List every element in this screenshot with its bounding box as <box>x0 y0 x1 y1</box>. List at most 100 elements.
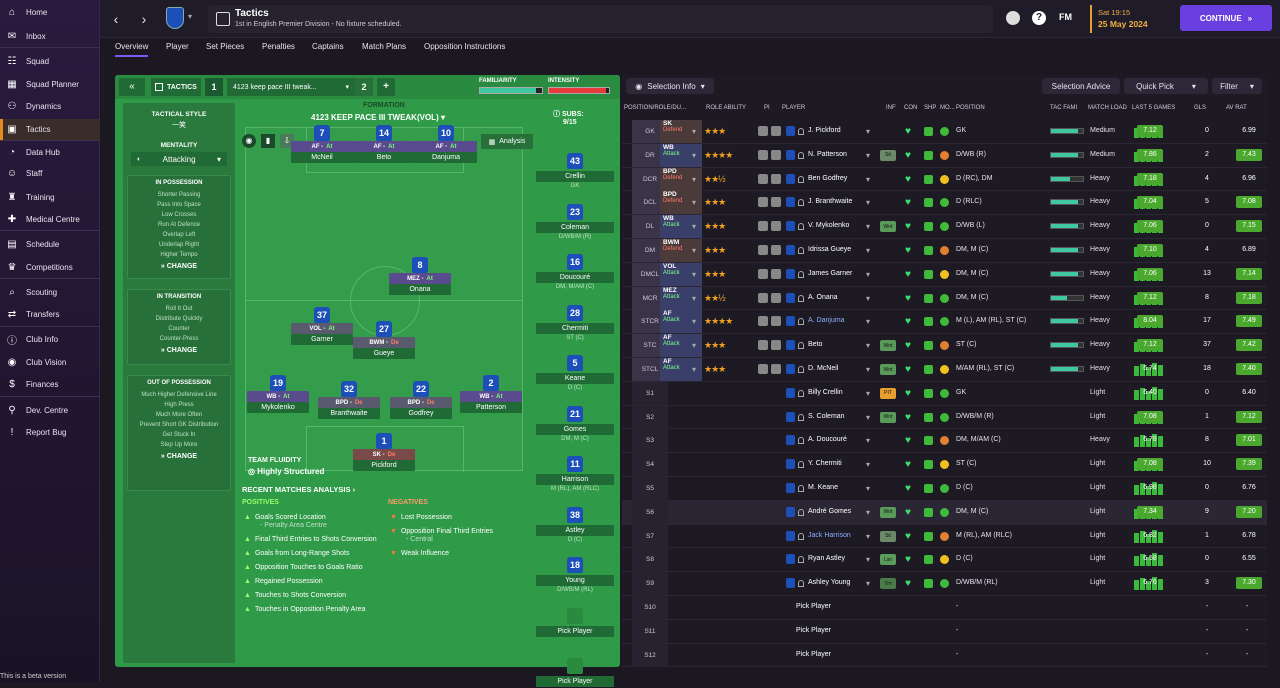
player-instructions-icon[interactable] <box>771 245 781 255</box>
analysis-title[interactable]: RECENT MATCHES ANALYSIS › <box>242 485 355 494</box>
player-role[interactable]: BPD -De <box>318 397 380 408</box>
pick-player-slot[interactable]: Pick Player <box>796 627 831 634</box>
tab-opposition-instructions[interactable]: Opposition Instructions <box>424 42 505 51</box>
column-header[interactable]: POSITION/ROLE/DU... <box>624 105 686 111</box>
player-name[interactable]: Ashley Young <box>808 579 850 586</box>
forward-button[interactable]: › <box>134 9 154 29</box>
pick-player-slot[interactable]: Pick Player <box>796 603 831 610</box>
chevron-down-icon[interactable]: ▾ <box>866 484 870 493</box>
player-role[interactable]: BWM -De <box>353 337 415 348</box>
quick-pick-button[interactable]: Quick Pick▾ <box>1124 78 1208 94</box>
analysis-button[interactable]: ▦Analysis <box>481 134 533 149</box>
chevron-down-icon[interactable]: ▾ <box>866 127 870 136</box>
column-header[interactable]: LAST 5 GAMES <box>1132 105 1175 111</box>
sidebar-item-finances[interactable]: $Finances <box>0 374 100 395</box>
player-name[interactable]: Gueye <box>353 348 415 359</box>
sidebar-item-squad[interactable]: ☷Squad <box>0 51 100 72</box>
sidebar-item-medical-centre[interactable]: ✚Medical Centre <box>0 209 100 230</box>
change-out-of-possession-button[interactable]: » CHANGE <box>128 453 230 460</box>
tab-set-pieces[interactable]: Set Pieces <box>206 42 244 51</box>
chevron-down-icon[interactable]: ▾ <box>866 413 870 422</box>
player-name[interactable]: N. Patterson <box>808 151 847 158</box>
chevron-down-icon[interactable]: ▾ <box>692 317 696 326</box>
sub-player-name[interactable]: Crellin <box>536 171 614 182</box>
player-name[interactable]: Idrissa Gueye <box>808 246 851 253</box>
sidebar-item-inbox[interactable]: ✉Inbox <box>0 26 100 47</box>
player-instructions-icon[interactable] <box>758 221 768 231</box>
chevron-down-icon[interactable]: ▾ <box>692 294 696 303</box>
tab-overview[interactable]: Overview <box>115 42 148 57</box>
player-role[interactable]: WB -At <box>460 391 522 402</box>
chevron-down-icon[interactable]: ▾ <box>866 436 870 445</box>
collapse-button[interactable]: « <box>119 78 145 96</box>
tactic-slot-2[interactable]: 2 <box>355 78 373 96</box>
column-header[interactable]: POSITION <box>956 105 985 111</box>
change-in-possession-button[interactable]: » CHANGE <box>128 263 230 270</box>
player-instructions-icon[interactable] <box>771 221 781 231</box>
column-header[interactable]: CON <box>904 105 917 111</box>
sub-player-name[interactable]: Astley <box>536 525 614 536</box>
column-header[interactable]: MATCH LOAD <box>1088 105 1127 111</box>
tactic-name-dropdown[interactable]: 4123 keep pace III tweak...▾ <box>227 78 355 96</box>
player-name[interactable]: Beto <box>353 152 415 163</box>
player-name[interactable]: Mykolenko <box>247 402 309 413</box>
chevron-down-icon[interactable]: ▾ <box>866 532 870 541</box>
pick-player-slot[interactable]: Pick Player <box>796 651 831 658</box>
sub-player-name[interactable]: Coleman <box>536 222 614 233</box>
filter-button[interactable]: Filter▾ <box>1212 78 1262 94</box>
column-header[interactable]: SHP <box>924 105 936 111</box>
chevron-down-icon[interactable]: ▾ <box>866 341 870 350</box>
tab-captains[interactable]: Captains <box>312 42 344 51</box>
chevron-down-icon[interactable]: ▾ <box>866 460 870 469</box>
chevron-down-icon[interactable]: ▾ <box>692 175 696 184</box>
sub-player-name[interactable]: Chermiti <box>536 323 614 334</box>
player-name[interactable]: J. Branthwaite <box>808 198 852 205</box>
date-area[interactable]: Sat 19:15 25 May 2024 <box>1090 5 1170 33</box>
stats-icon[interactable]: ▮ <box>261 134 275 148</box>
column-header[interactable]: PI <box>764 105 770 111</box>
chevron-down-icon[interactable]: ▾ <box>692 198 696 207</box>
player-role[interactable]: BPD -De <box>390 397 452 408</box>
sidebar-item-home[interactable]: ⌂Home <box>0 2 100 23</box>
player-icon[interactable] <box>1006 11 1020 25</box>
chevron-down-icon[interactable]: ▾ <box>692 270 696 279</box>
player-name[interactable]: Danjuma <box>415 152 477 163</box>
player-instructions-icon[interactable] <box>771 150 781 160</box>
selection-advice-button[interactable]: Selection Advice <box>1042 78 1120 94</box>
sidebar-item-tactics[interactable]: ▣Tactics <box>0 119 100 140</box>
player-name[interactable]: Garner <box>291 334 353 345</box>
column-header[interactable]: AV RAT <box>1226 105 1247 111</box>
sidebar-item-dev-centre[interactable]: ⚲Dev. Centre <box>0 400 100 421</box>
player-name[interactable]: V. Mykolenko <box>808 222 849 229</box>
player-name[interactable]: Jack Harrison <box>808 532 851 539</box>
player-name[interactable]: M. Keane <box>808 484 838 491</box>
sidebar-item-squad-planner[interactable]: ▦Squad Planner <box>0 74 100 95</box>
continue-button[interactable]: CONTINUE» <box>1180 5 1272 31</box>
column-header[interactable]: TAC FAMI <box>1050 105 1077 111</box>
player-instructions-icon[interactable] <box>758 245 768 255</box>
sub-slot[interactable]: Pick Player <box>530 658 620 688</box>
chevron-down-icon[interactable]: ▾ <box>866 365 870 374</box>
player-role[interactable]: AF -At <box>291 141 353 152</box>
